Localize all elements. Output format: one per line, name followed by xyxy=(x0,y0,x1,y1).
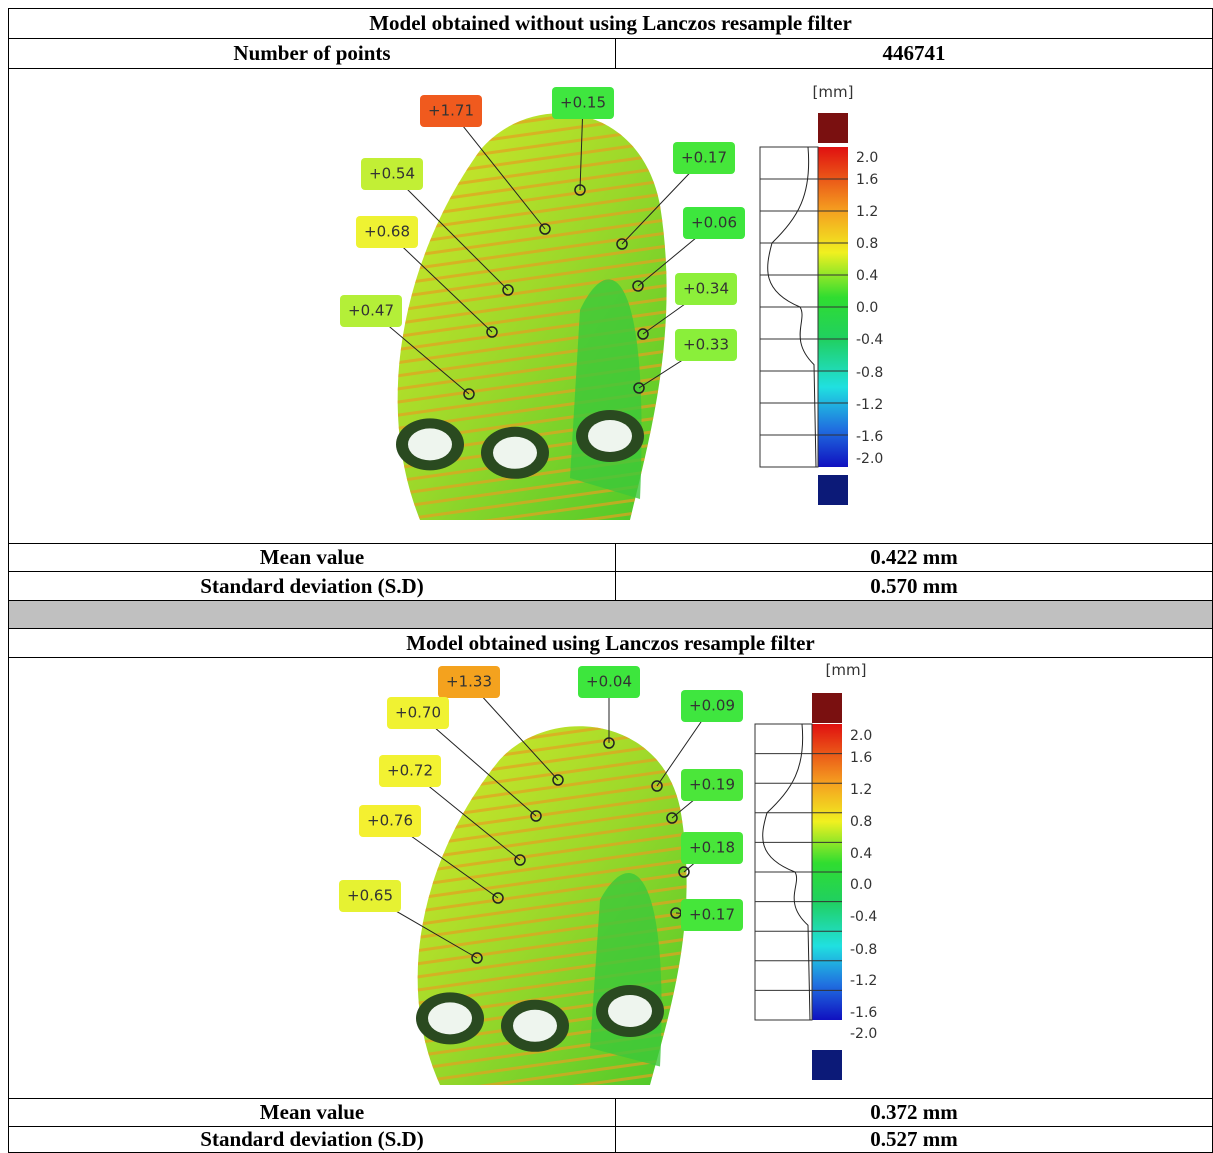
scale-tick-label: 2.0 xyxy=(856,150,878,166)
annotation-label: +0.54 xyxy=(369,165,415,183)
scale-tick-label: 0.4 xyxy=(856,268,878,284)
scale-tick-label: 0.4 xyxy=(850,846,872,862)
scale-tick-label: -0.4 xyxy=(856,332,883,348)
annotation-label: +0.17 xyxy=(681,149,727,167)
skull-side xyxy=(590,873,662,1066)
annotation-label: +0.65 xyxy=(347,887,393,905)
annotation-label: +0.34 xyxy=(683,280,729,298)
scale-tick-label: -2.0 xyxy=(856,451,883,467)
eye-socket-inner xyxy=(428,1002,472,1034)
annotation-label: +1.33 xyxy=(446,673,492,691)
eye-socket-inner xyxy=(608,995,652,1027)
scale-tick-label: -1.6 xyxy=(856,429,883,445)
annotation-label: +0.18 xyxy=(689,839,735,857)
scale-tick-label: -0.8 xyxy=(850,942,877,958)
annotation-label: +0.15 xyxy=(560,94,606,112)
annotation-label: +0.68 xyxy=(364,223,410,241)
scale-max xyxy=(818,113,848,143)
annotation-label: +0.76 xyxy=(367,812,413,830)
unit-label: [mm] xyxy=(826,661,867,679)
annotation-label: +1.71 xyxy=(428,102,474,120)
scale-tick-label: 1.6 xyxy=(850,750,872,766)
eye-socket-inner xyxy=(513,1010,557,1042)
annotation-label: +0.09 xyxy=(689,697,735,715)
eye-socket-inner xyxy=(588,420,632,452)
scale-max xyxy=(812,693,842,723)
annotation-label: +0.33 xyxy=(683,336,729,354)
annotation-label: +0.47 xyxy=(348,302,394,320)
figures: [mm] 2.0 1.6 1.2 0.8 0.4 0.0 -0.4 -0.8 -1.2 -1.6 -2… xyxy=(0,0,1213,1151)
skull-side xyxy=(570,279,642,499)
scale-tick-label: 0.8 xyxy=(856,236,878,252)
unit-label: [mm] xyxy=(813,83,854,101)
scale-tick-label: 0.0 xyxy=(850,877,872,893)
scale-tick-label: 1.6 xyxy=(856,172,878,188)
annotation-label: +0.06 xyxy=(691,214,737,232)
annotation-label: +0.70 xyxy=(395,704,441,722)
scale-tick-label: 0.8 xyxy=(850,814,872,830)
annotation-label: +0.04 xyxy=(586,673,632,691)
scale-tick-label: -2.0 xyxy=(850,1026,877,1042)
scale-tick-label: 1.2 xyxy=(856,204,878,220)
scale-tick-label: -1.2 xyxy=(856,397,883,413)
scale-min xyxy=(812,1050,842,1080)
annotation-label: +0.19 xyxy=(689,776,735,794)
annotation-label: +0.72 xyxy=(387,762,433,780)
scale-min xyxy=(818,475,848,505)
eye-socket-inner xyxy=(408,428,452,460)
scale-tick-label: -0.4 xyxy=(850,909,877,925)
scale-tick-label: -0.8 xyxy=(856,365,883,381)
scale-tick-label: 1.2 xyxy=(850,782,872,798)
annotation-label: +0.17 xyxy=(689,906,735,924)
eye-socket-inner xyxy=(493,437,537,469)
scale-tick-label: -1.6 xyxy=(850,1005,877,1021)
scale-tick-label: 0.0 xyxy=(856,300,878,316)
scale-tick-label: -1.2 xyxy=(850,973,877,989)
page: Model obtained without using Lanczos res… xyxy=(0,0,1213,1151)
scale-tick-label: 2.0 xyxy=(850,728,872,744)
